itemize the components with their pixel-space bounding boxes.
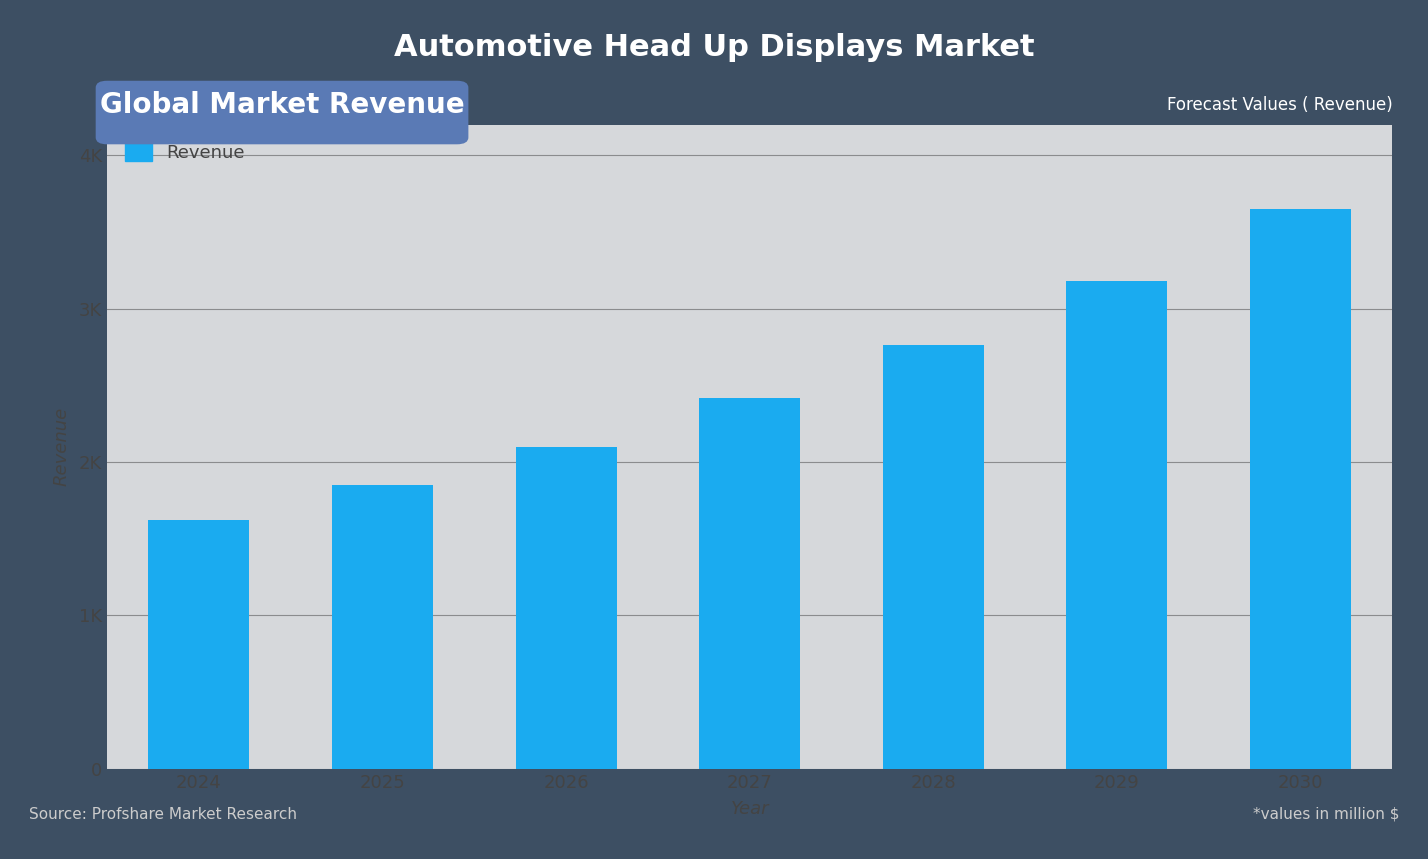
Y-axis label: Revenue: Revenue [53,407,70,486]
Bar [1250,209,1351,769]
Text: Global Market Revenue: Global Market Revenue [100,91,464,119]
Text: Source: Profshare Market Research: Source: Profshare Market Research [29,807,297,822]
Text: *values in million $: *values in million $ [1252,807,1399,822]
Legend: Revenue: Revenue [116,134,254,171]
Bar [1067,281,1167,769]
Bar [700,398,800,769]
X-axis label: Year: Year [731,800,768,818]
Text: Forecast Values ( Revenue): Forecast Values ( Revenue) [1167,96,1392,113]
Bar [883,345,984,769]
Text: Automotive Head Up Displays Market: Automotive Head Up Displays Market [394,33,1034,62]
Bar [331,485,433,769]
Bar [516,447,617,769]
Bar [149,521,250,769]
